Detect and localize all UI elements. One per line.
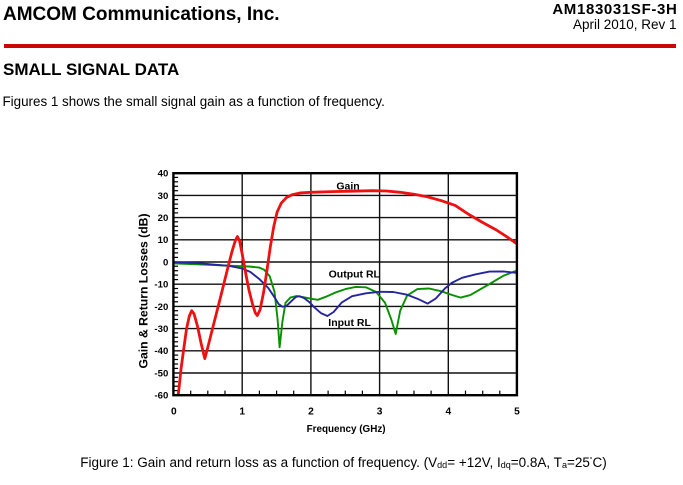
svg-text:Frequency (GHz): Frequency (GHz) [307, 424, 386, 435]
svg-text:20: 20 [158, 213, 169, 224]
svg-text:Input RL: Input RL [328, 317, 371, 329]
svg-text:1: 1 [239, 406, 245, 417]
svg-text:Output RL: Output RL [329, 268, 381, 280]
svg-text:0: 0 [171, 406, 177, 417]
svg-text:-30: -30 [154, 324, 168, 335]
svg-text:-60: -60 [154, 391, 168, 402]
svg-text:40: 40 [158, 169, 169, 180]
svg-text:0: 0 [163, 257, 168, 268]
svg-text:2: 2 [308, 406, 314, 417]
svg-text:Gain & Return Losses (dB): Gain & Return Losses (dB) [137, 213, 151, 368]
svg-text:Gain: Gain [336, 181, 359, 193]
svg-text:-50: -50 [154, 368, 168, 379]
svg-text:-40: -40 [154, 346, 168, 357]
svg-text:4: 4 [445, 406, 451, 417]
svg-text:3: 3 [377, 406, 383, 417]
svg-text:-10: -10 [154, 280, 168, 291]
svg-text:30: 30 [158, 191, 169, 202]
svg-text:5: 5 [514, 406, 520, 417]
svg-text:-20: -20 [154, 302, 168, 313]
svg-text:10: 10 [158, 235, 169, 246]
